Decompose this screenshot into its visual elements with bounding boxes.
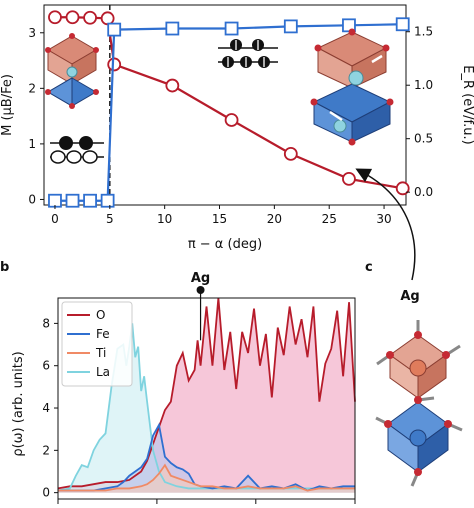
svg-text:Ti: Ti [95,346,106,360]
panel-a-series-line-0 [54,16,403,190]
svg-text:Ag: Ag [191,271,210,286]
panel-a-x-tick-label: 15 [212,212,227,226]
panel-a-circle-point [342,171,356,186]
panel-a-right-tick-label: 0.0 [414,185,433,199]
perovskite-structure-icon-right [310,28,394,146]
legend-entry-la: La [67,365,110,379]
panel-b-ticks: 0 2 4 6 8 [42,316,356,504]
panel-b-line-o [57,297,356,490]
panel-a-y-axis-label-right: E_R (eV/f.u.) [460,65,474,144]
panel-b-y-tick-label: 8 [42,316,50,330]
panel-a-right-tick-label: 0.5 [414,132,433,146]
panel-a-x-tick-label: 5 [106,212,114,226]
panel-a-circle-point [107,57,122,72]
svg-text:La: La [96,365,110,379]
oxygen-atoms [384,331,452,476]
panel-a-x-axis-label: π − α (deg) [188,237,262,252]
panel-b-y-axis-label: ρ(ω) (arb. units) [11,351,26,456]
panel-a-series-line-1 [54,23,403,202]
panel-a-circle-point [395,181,410,196]
panel-a-circle-point [165,78,180,93]
panel-a-square-point [224,21,239,36]
panel-a-square-point [83,193,97,208]
panel-b-y-tick-label: 6 [42,359,50,373]
panel-a-chart: 0 5 10 15 20 25 30 0 1 2 3 0.0 0.5 1.0 1.5 π − α (deg)… [0,4,474,252]
panel-a-circle-point [283,146,298,161]
panel-a-square-point [165,21,180,36]
octahedron-blue-icon [387,401,449,473]
panel-b-y-tick-label: 4 [42,401,50,415]
panel-b-plot-frame [57,297,356,500]
panel-c-structure: c Ag [365,260,463,487]
panel-a-y-axis-label-left: M (μB/Fe) [0,74,15,136]
panel-a-ticks: 0 5 10 15 20 25 30 0 1 2 3 0.0 0.5 1.0 1.5 [28,25,433,226]
octahedron-red-icon [389,334,447,399]
panel-a-circle-point [65,10,80,25]
panel-a-x-tick-label: 10 [157,212,172,226]
link-arrow [355,168,416,281]
panel-b-letter: b [0,260,9,275]
perovskite-structure-icon-left [45,33,99,109]
panel-a-circle-point [48,10,62,25]
panel-b-line-ti [58,463,355,492]
panel-a-square-point [48,193,62,208]
ag-annotation: Ag [191,271,210,341]
panel-b-line-fe [58,422,355,492]
panel-a-left-tick-label: 2 [28,81,36,95]
panel-a-x-tick-label: 30 [376,212,391,226]
spin-configuration-icon-left [50,136,104,164]
legend-entry-fe: Fe [67,327,110,341]
panel-a-square-point [65,193,80,208]
panel-a-right-tick-label: 1.5 [414,25,433,39]
panel-b-chart: b 0 2 4 6 8 ρ(ω) (arb. units) Ag O Fe [0,260,356,504]
panel-a-square-point [283,19,298,34]
panel-a-x-tick-label: 20 [267,212,282,226]
panel-a-x-tick-label: 0 [51,212,59,226]
panel-a-square-point [395,17,410,32]
panel-b-area-o [58,298,355,493]
panel-b-y-tick-label: 2 [42,443,50,457]
panel-b-legend: O Fe Ti La [61,301,133,387]
panel-a-circle-point [100,11,115,26]
panel-a-left-tick-label: 1 [28,137,36,151]
panel-a-plot-frame [43,4,407,206]
panel-c-letter: c [365,260,373,275]
legend-entry-ti: Ti [67,346,106,360]
panel-b-y-tick-label: 0 [42,486,50,500]
panel-a-series [48,10,410,208]
panel-a-square-point [107,22,122,37]
panel-a-right-tick-label: 1.0 [414,78,433,92]
spin-configuration-icon-center [218,39,278,68]
panel-c-mode-label: Ag [400,289,419,304]
svg-text:Fe: Fe [96,327,110,341]
panel-a-circle-point [83,10,97,25]
panel-a-x-tick-label: 25 [322,212,337,226]
legend-entry-o: O [67,308,105,322]
panel-a-left-tick-label: 3 [28,26,36,40]
panel-a-square-point [100,193,115,208]
svg-text:O: O [96,308,105,322]
panel-a-circle-point [224,113,239,127]
panel-b-area-fe [58,424,355,493]
panel-a-left-tick-label: 0 [28,192,36,206]
